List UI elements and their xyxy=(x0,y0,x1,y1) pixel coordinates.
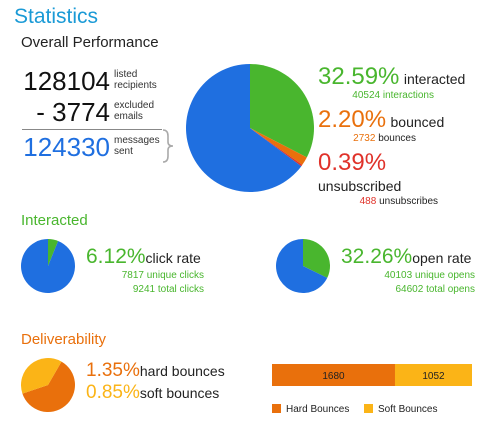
excluded-label-line2: emails xyxy=(114,111,143,122)
bounces-pie-chart xyxy=(21,358,76,412)
legend-swatch xyxy=(364,404,373,413)
total-clicks: 9241 total clicks xyxy=(132,284,204,295)
listed-label-line2: recipients xyxy=(114,80,157,91)
pie-slice-open-rate xyxy=(303,239,330,278)
click-rate-stat: 6.12%click rate xyxy=(86,245,201,269)
interacted-stat: 32.59% interacted xyxy=(318,65,465,89)
bar-segment-hard-bounces xyxy=(272,364,395,386)
pie-slice-other xyxy=(185,64,302,192)
deliverability-section-title: Deliverability xyxy=(21,331,107,348)
unique-opens: 40103 unique opens xyxy=(384,270,475,281)
bounced-detail: 2732 bounces xyxy=(318,133,416,144)
click-rate-word: click rate xyxy=(145,250,201,266)
open-rate-stat: 32.26%open rate xyxy=(341,245,471,269)
hard-bounces-word: hard bounces xyxy=(139,363,225,379)
legend-label: Soft Bounces xyxy=(378,404,437,415)
click-rate-pie-chart xyxy=(20,239,75,293)
unsubscribed-detail-word: unsubscribes xyxy=(379,196,438,207)
bounced-detail-num: 2732 xyxy=(353,133,376,144)
listed-recipients-count: 128104 xyxy=(23,66,110,96)
interacted-word: interacted xyxy=(403,71,466,87)
hard-bounces-stat: 1.35%hard bounces xyxy=(86,359,225,383)
pie-slice-open-other xyxy=(276,239,328,293)
messages-sent-count: 124330 xyxy=(23,132,110,162)
excluded-label-line1: excluded xyxy=(114,100,155,111)
unsubscribed-pct: 0.39% xyxy=(318,149,387,176)
bar-segment-soft-bounces xyxy=(394,364,472,386)
sent-label-line2: sent xyxy=(114,146,133,157)
sent-label-line1: messages xyxy=(114,135,160,146)
interacted-detail: 40524 interactions xyxy=(352,90,434,101)
bounced-stat: 2.20% bounced xyxy=(318,108,444,132)
excluded-emails-count: - 3774 xyxy=(36,97,110,127)
page-subtitle: Overall Performance xyxy=(21,34,159,51)
legend-label: Hard Bounces xyxy=(286,404,349,415)
pie-slice-soft-bounces xyxy=(21,358,62,394)
pie-slice-click-other xyxy=(20,239,75,293)
bounced-word: bounced xyxy=(390,114,445,130)
page-title: Statistics xyxy=(14,5,99,28)
open-rate-pct: 32.26% xyxy=(341,245,413,268)
unsubscribed-detail: 488 unsubscribes xyxy=(318,196,438,207)
listed-label-line1: listed xyxy=(114,69,138,80)
pie-slice-click-rate xyxy=(48,239,59,266)
unsubscribed-word: unsubscribed xyxy=(318,178,402,194)
unsubscribed-stat: 0.39% xyxy=(318,151,386,175)
interacted-section-title: Interacted xyxy=(21,212,88,229)
interacted-pct: 32.59% xyxy=(318,63,400,90)
pie-slice-interacted xyxy=(250,64,314,158)
bar-data-label: 1052 xyxy=(422,371,445,382)
bar-data-label: 1680 xyxy=(322,371,345,382)
legend-swatch xyxy=(272,404,281,413)
listed-recipients-label: listed recipients xyxy=(114,69,157,91)
bounced-detail-word: bounces xyxy=(378,133,416,144)
pie-slice-unsubscribed xyxy=(250,128,303,167)
messages-sent-label: messages sent xyxy=(114,135,160,157)
excluded-emails-label: excluded emails xyxy=(114,100,154,122)
sum-divider xyxy=(22,129,162,130)
unique-clicks: 7817 unique clicks xyxy=(121,270,204,281)
open-rate-pie-chart xyxy=(276,239,330,293)
bounces-stacked-bar: 1680 Hard Bounces 1052 Soft Bounces xyxy=(272,364,472,415)
right-brace-icon xyxy=(162,129,174,163)
total-opens: 64602 total opens xyxy=(395,284,475,295)
open-rate-word: open rate xyxy=(412,250,472,266)
click-rate-pct: 6.12% xyxy=(86,245,146,268)
bounced-pct: 2.20% xyxy=(318,106,387,133)
soft-bounces-stat: 0.85%soft bounces xyxy=(86,381,219,405)
soft-bounces-word: soft bounces xyxy=(139,385,220,401)
overall-pie-chart xyxy=(185,64,314,192)
soft-bounces-pct: 0.85% xyxy=(86,382,140,403)
unsubscribed-detail-num: 488 xyxy=(359,196,377,207)
pie-slice-bounced xyxy=(250,128,307,165)
hard-bounces-pct: 1.35% xyxy=(86,360,140,381)
pie-slice-hard-bounces xyxy=(22,361,76,412)
